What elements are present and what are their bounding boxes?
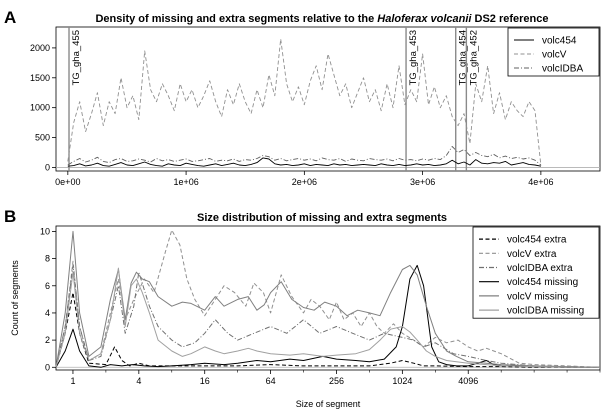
x-tick-label: 2e+06 (292, 177, 317, 187)
y-tick-label: 4 (45, 308, 50, 318)
series-line-4 (55, 230, 601, 368)
series-line-1 (55, 229, 601, 368)
y-tick-label: 8 (45, 254, 50, 264)
y-tick-label: 2 (45, 335, 50, 345)
panel-a-plot-frame (55, 26, 601, 172)
series-line-0 (55, 292, 600, 368)
marker-label: TG_gha_452 (468, 30, 479, 85)
panel-a-title: Density of missing and extra segments re… (95, 13, 548, 25)
legend-label: volcV extra (507, 249, 557, 260)
panel-a-y-axis: 0 500 1000 1500 2000 (30, 43, 56, 172)
legend-box (507, 27, 600, 77)
y-tick-label: 500 (35, 133, 50, 143)
x-tick-label: 16 (200, 376, 210, 386)
panel-a-legend: volc454 volcV volcIDBA (507, 27, 600, 77)
x-tick-label: 1e+06 (173, 177, 198, 187)
series-line-0 (67, 157, 541, 167)
x-tick-label: 4096 (458, 376, 478, 386)
series-line-3 (55, 264, 600, 368)
y-tick-label: 0 (45, 162, 50, 172)
x-tick-label: 4e+06 (528, 177, 553, 187)
y-tick-label: 6 (45, 281, 50, 291)
y-tick-label: 10 (40, 226, 50, 236)
panel-a-letter: A (4, 8, 16, 27)
series-line-2 (55, 264, 601, 368)
series-line-1 (67, 38, 542, 166)
series-line-5 (55, 267, 600, 368)
legend-label: volcIDBA missing (507, 306, 584, 317)
marker-label: TG_gha_455 (71, 30, 82, 85)
y-tick-label: 1000 (30, 103, 50, 113)
panel-b-title: Size distribution of missing and extra s… (197, 212, 447, 224)
x-tick-label: 0e+00 (55, 177, 80, 187)
legend-box (472, 226, 600, 319)
panel-a: A Density of missing and extra segments … (4, 8, 601, 187)
panel-b-x-axis-label: Size of segment (296, 399, 361, 409)
panel-b: B Size distribution of missing and extra… (4, 207, 601, 409)
legend-label: volcV (542, 50, 567, 61)
x-tick-label: 4 (136, 376, 141, 386)
legend-label: volcIDBA extra (507, 263, 573, 274)
x-tick-label: 1024 (392, 376, 412, 386)
x-tick-label: 3e+06 (410, 177, 435, 187)
title-part: DS2 reference (471, 13, 548, 25)
legend-label: volc454 (542, 36, 577, 47)
title-part: Density of missing and extra segments re… (95, 13, 377, 25)
series-line-2 (67, 146, 542, 166)
panel-a-x-axis: 0e+00 1e+06 2e+06 3e+06 4e+06 (55, 171, 554, 187)
panel-b-letter: B (4, 207, 16, 226)
legend-label: volc454 missing (507, 277, 578, 288)
panel-a-markers: TG_gha_455 TG_gha_453 TG_gha_454 TG_gha_452 (68, 27, 479, 171)
panel-b-x-axis: 1 4 16 64 256 1024 4096 (70, 370, 601, 386)
x-tick-label: 64 (266, 376, 276, 386)
x-tick-label: 256 (329, 376, 344, 386)
marker-label: TG_gha_454 (458, 30, 469, 85)
legend-label: volcIDBA (542, 64, 583, 75)
legend-label: volc454 extra (507, 235, 567, 246)
x-tick-label: 1 (70, 376, 75, 386)
panel-b-y-axis: 0 2 4 6 8 10 (40, 226, 56, 372)
panel-b-legend: volc454 extra volcV extra volcIDBA extra vo… (472, 226, 600, 319)
y-tick-label: 2000 (30, 43, 50, 53)
marker-label: TG_gha_453 (408, 30, 419, 85)
panel-b-plot-frame (55, 225, 601, 371)
panel-b-y-axis-label: Count of segments (10, 260, 20, 336)
panel-b-series (55, 229, 601, 368)
y-tick-label: 0 (45, 362, 50, 372)
y-tick-label: 1500 (30, 73, 50, 83)
title-italic-part: Haloferax volcanii (377, 13, 472, 25)
legend-label: volcV missing (507, 291, 568, 302)
panel-a-series (67, 38, 542, 167)
